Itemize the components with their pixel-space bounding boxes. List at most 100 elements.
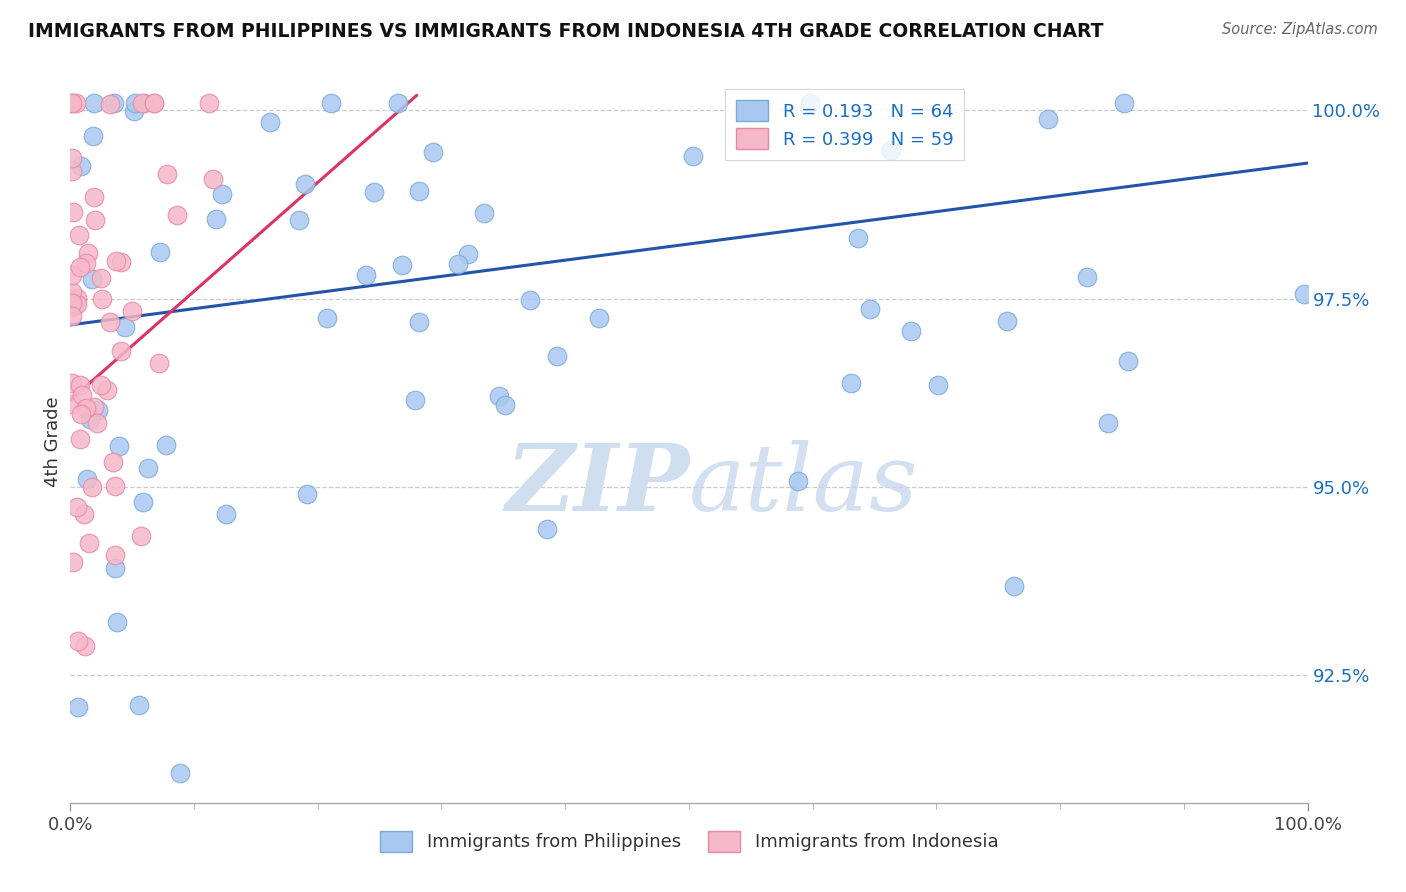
Point [319,95,342,110]
Point [87,403,110,417]
Point [128,698,150,712]
Point [77,246,100,260]
Point [408,315,430,329]
Point [1036,112,1059,127]
Point [67,227,90,242]
Point [60,285,83,299]
Point [259,115,281,129]
Point [80,480,103,494]
Point [60,376,83,391]
Point [65,95,87,110]
Point [75,401,97,415]
Point [60,310,83,324]
Point [839,376,862,391]
Point [131,529,153,543]
Point [69,260,91,275]
Point [121,303,143,318]
Point [1002,579,1025,593]
Point [60,268,83,283]
Point [66,291,89,305]
Point [422,145,444,159]
Point [297,487,319,501]
Point [457,247,479,261]
Point [900,324,922,338]
Point [98,96,121,111]
Point [211,186,233,201]
Point [77,536,100,550]
Point [90,270,112,285]
Point [880,143,903,157]
Point [62,205,84,219]
Point [588,311,610,326]
Point [143,95,166,110]
Point [408,184,430,198]
Point [142,95,165,110]
Point [76,472,98,486]
Point [103,95,125,110]
Text: atlas: atlas [689,440,918,530]
Legend: Immigrants from Philippines, Immigrants from Indonesia: Immigrants from Philippines, Immigrants … [373,823,1005,859]
Point [1116,354,1139,368]
Point [105,254,128,268]
Point [62,555,84,569]
Point [287,213,309,227]
Point [363,185,385,199]
Point [110,344,132,359]
Point [316,310,339,325]
Point [294,178,316,192]
Point [110,254,132,268]
Point [846,231,869,245]
Point [86,416,108,430]
Point [60,151,83,165]
Point [69,160,91,174]
Point [75,640,97,654]
Point [83,401,105,415]
Point [132,495,155,509]
Text: IMMIGRANTS FROM PHILIPPINES VS IMMIGRANTS FROM INDONESIA 4TH GRADE CORRELATION C: IMMIGRANTS FROM PHILIPPINES VS IMMIGRANT… [28,22,1104,41]
Point [156,167,179,181]
Point [73,507,96,521]
Point [107,439,129,453]
Point [391,258,413,272]
Point [69,432,91,446]
Point [82,128,104,143]
Point [1097,417,1119,431]
Point [70,407,93,421]
Point [131,95,153,110]
Point [787,474,810,488]
Point [83,189,105,203]
Point [104,548,127,562]
Point [80,272,103,286]
Y-axis label: 4th Grade: 4th Grade [44,396,62,487]
Point [122,104,145,119]
Point [1294,286,1316,301]
Point [519,293,541,308]
Point [494,398,516,412]
Point [104,560,127,574]
Point [83,212,105,227]
Point [927,377,949,392]
Point [104,479,127,493]
Point [205,211,228,226]
Point [96,384,118,398]
Point [215,507,238,521]
Point [60,164,83,178]
Point [90,292,112,306]
Point [447,257,470,271]
Point [799,95,821,110]
Point [60,292,83,306]
Point [995,314,1018,328]
Point [169,765,191,780]
Point [69,378,91,392]
Point [858,301,880,316]
Point [70,387,93,401]
Point [155,438,177,452]
Point [60,296,83,310]
Point [83,95,105,110]
Point [66,700,89,714]
Point [75,256,97,270]
Point [1076,270,1098,285]
Point [356,268,378,283]
Point [60,95,83,110]
Point [546,349,568,363]
